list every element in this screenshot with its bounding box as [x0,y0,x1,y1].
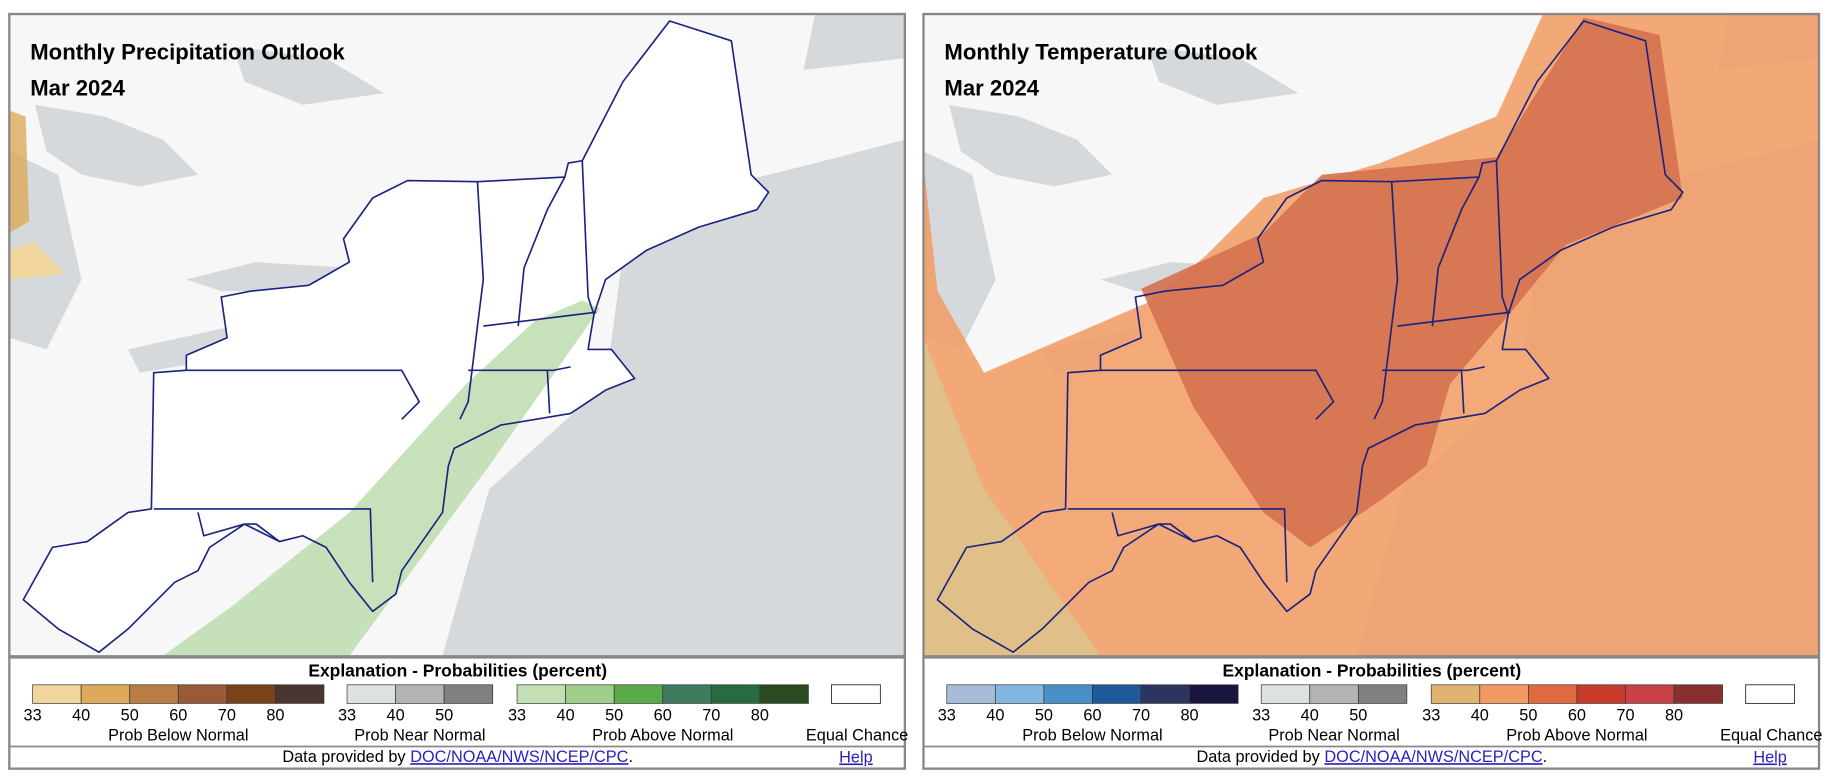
legend-swatch [1673,684,1723,704]
legend-tick: 33 [508,707,526,725]
legend-tick: 40 [557,707,575,725]
above-normal-area [163,300,600,656]
legend-swatch [1260,684,1311,704]
below-normal-area [9,242,65,280]
legend-tick: 50 [1349,707,1367,725]
legend-swatch [1479,684,1529,704]
legend-swatch [565,684,615,704]
legend-tick: 40 [1301,707,1319,725]
legend-swatch [1092,684,1142,704]
footer: Data provided by DOC/NOAA/NWS/NCEP/CPC. [1197,748,1548,766]
legend-group-label: Equal Chance [806,726,908,744]
panel: Monthly Temperature Outlook Mar 2024 Expla… [922,12,1822,770]
legend-tick: 50 [121,707,139,725]
legend-swatch [80,684,131,704]
legend-swatch [1043,684,1093,704]
map [9,14,905,656]
help-link[interactable]: Help [1753,748,1787,766]
panel: Monthly Precipitation Outlook Mar 2024 Exp… [8,12,908,770]
legend-swatch [613,684,664,704]
legend-group-label: Equal Chance [1720,726,1822,744]
legend-group-label: Prob Near Normal [354,726,485,744]
legend-tick: 40 [986,707,1004,725]
legend-swatch [275,684,325,704]
legend-tick: 50 [1519,707,1537,725]
legend-tick: 50 [605,707,623,725]
footer: Data provided by DOC/NOAA/NWS/NCEP/CPC. [282,748,633,766]
legend-tick: 80 [1665,707,1683,725]
legend-swatch [946,684,996,704]
legend-swatch [346,684,396,704]
legend-swatch [831,684,881,704]
legend-swatch [759,684,809,704]
legend-swatch [1140,684,1190,704]
below-normal-area [9,110,30,233]
legend-tick: 70 [1616,707,1634,725]
legend-title: Explanation - Probabilities (percent) [308,661,607,681]
above-normal-area [1141,17,1683,548]
legend-tick: 40 [387,707,405,725]
footer-suffix: . [628,748,633,766]
legend-group-label: Prob Below Normal [1022,726,1162,744]
legend-swatch [1357,684,1408,704]
legend-tick: 80 [751,707,769,725]
help-link[interactable]: Help [839,748,873,766]
map-title: Monthly Precipitation Outlook [30,39,345,64]
legend-tick: 60 [169,707,187,725]
legend-tick: 40 [1471,707,1489,725]
map-date: Mar 2024 [30,76,125,101]
legend-swatch [1309,684,1359,704]
legend-swatch [662,684,712,704]
legend-swatch [226,684,276,704]
legend-group-label: Prob Near Normal [1268,726,1399,744]
legend-tick: 60 [654,707,672,725]
legend-swatch [1745,684,1796,704]
legend-group-label: Prob Below Normal [108,726,248,744]
legend-tick: 70 [1132,707,1150,725]
legend-tick: 33 [338,707,356,725]
legend-tick: 33 [1422,707,1440,725]
legend-tick: 50 [435,707,453,725]
legend-swatch [177,684,228,704]
legend-tick: 60 [1568,707,1586,725]
legend-swatch [1430,684,1481,704]
footer-link[interactable]: DOC/NOAA/NWS/NCEP/CPC [1324,748,1542,766]
legend-tick: 33 [938,707,956,725]
legend-swatch [994,684,1045,704]
footer-prefix: Data provided by [282,748,406,766]
footer-link[interactable]: DOC/NOAA/NWS/NCEP/CPC [410,748,628,766]
legend-tick: 80 [266,707,284,725]
legend-swatch [443,684,494,704]
legend-swatch [129,684,179,704]
legend-tick: 70 [218,707,236,725]
legend-swatch [1527,684,1578,704]
map-title: Monthly Temperature Outlook [944,39,1258,64]
legend-tick: 33 [24,707,42,725]
legend-swatch [32,684,82,704]
panel-frame [8,12,907,770]
map-date: Mar 2024 [944,76,1039,101]
legend-swatch [1576,684,1626,704]
legend-swatch [1189,684,1239,704]
map [923,14,1820,656]
legend-tick: 70 [702,707,720,725]
panel-frame [922,12,1821,770]
legend-tick: 40 [72,707,90,725]
legend-tick: 50 [1035,707,1053,725]
footer-prefix: Data provided by [1197,748,1321,766]
legend-swatch [1625,684,1675,704]
legend-tick: 80 [1181,707,1199,725]
legend-tick: 60 [1083,707,1101,725]
footer-suffix: . [1543,748,1548,766]
legend-swatch [710,684,761,704]
legend-title: Explanation - Probabilities (percent) [1222,661,1521,681]
legend-group-label: Prob Above Normal [592,726,733,744]
legend-tick: 33 [1252,707,1270,725]
legend-swatch [395,684,445,704]
legend-group-label: Prob Above Normal [1506,726,1647,744]
legend-swatch [516,684,566,704]
above-normal-area [923,337,1101,656]
